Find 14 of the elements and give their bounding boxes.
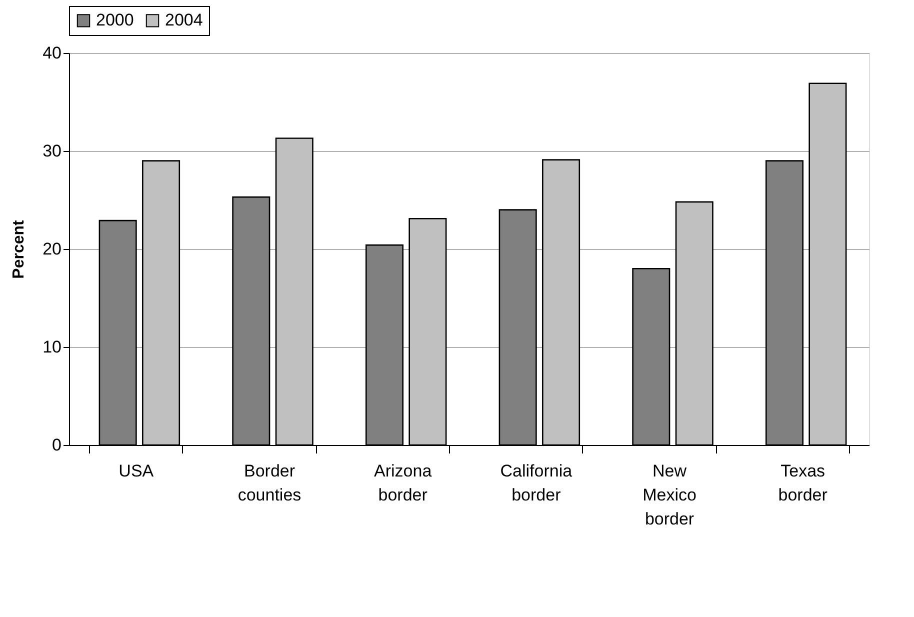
x-tick-label: California border xyxy=(500,462,573,504)
x-tick-label: New Mexico border xyxy=(642,462,696,528)
legend-label: 2004 xyxy=(165,10,203,30)
x-tick-label: Texas border xyxy=(778,462,828,504)
legend-label: 2000 xyxy=(96,10,134,30)
y-tick-label: 0 xyxy=(52,436,62,454)
y-tick-label: 40 xyxy=(42,44,62,62)
y-tick-label: 10 xyxy=(42,338,62,356)
y-tick-label: 30 xyxy=(42,142,62,160)
x-tick-label: Arizona border xyxy=(374,462,432,504)
x-tick-label: USA xyxy=(118,462,154,480)
y-tick-label: 20 xyxy=(42,240,62,258)
x-tick-label: Border counties xyxy=(238,462,302,504)
y-axis-title: Percent xyxy=(10,219,28,279)
